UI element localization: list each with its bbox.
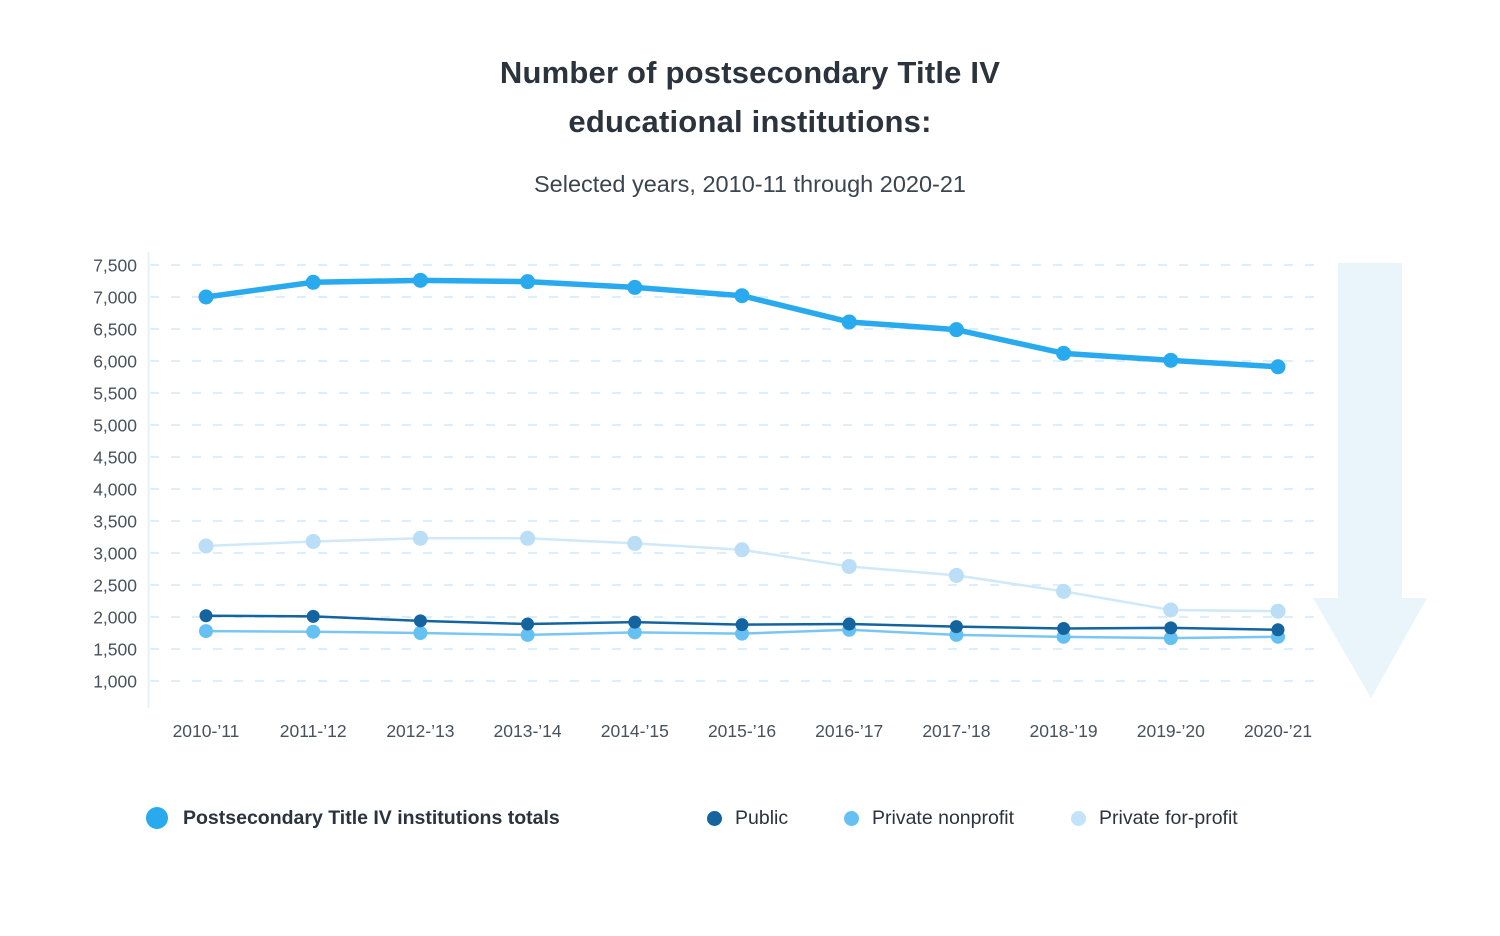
x-tick-label: 2019-’20: [1137, 721, 1205, 741]
data-point-s3-6: [841, 558, 857, 574]
y-tick-label: 2,000: [93, 608, 137, 628]
data-point-s3-4: [627, 535, 643, 551]
data-point-s0-5: [734, 288, 750, 304]
chart-subtitle: Selected years, 2010-11 through 2020-21: [533, 171, 966, 197]
data-point-s1-2: [413, 614, 427, 628]
data-point-s2-3: [520, 627, 535, 642]
x-tick-label: 2010-’11: [173, 721, 240, 741]
data-point-s3-7: [948, 567, 964, 583]
legend-item-private-nonprofit: Private nonprofit: [844, 806, 1014, 830]
y-tick-label: 1,500: [93, 640, 137, 660]
down-arrow-icon: [1313, 263, 1427, 698]
y-tick-label: 3,500: [93, 512, 137, 532]
x-tick-label: 2018-’19: [1030, 721, 1098, 741]
data-point-s1-6: [842, 617, 856, 631]
y-tick-label: 5,000: [93, 416, 137, 436]
data-point-s1-10: [1271, 623, 1285, 637]
data-point-s2-9: [1163, 631, 1178, 646]
data-point-s1-3: [521, 617, 535, 631]
legend-marker-public-icon: [707, 810, 722, 826]
data-point-s1-1: [306, 609, 320, 623]
data-point-s0-6: [841, 314, 857, 330]
data-point-s0-10: [1270, 359, 1286, 375]
legend-item-public: Public: [707, 806, 788, 830]
x-tick-label: 2016-’17: [815, 721, 883, 741]
data-point-s2-0: [199, 624, 213, 639]
data-point-s1-8: [1057, 622, 1071, 636]
x-tick-label: 2013-’14: [494, 721, 562, 741]
legend-label-private-for-profit: Private for-profit: [1099, 806, 1238, 829]
y-tick-label: 2,500: [93, 576, 137, 596]
x-tick-label: 2015-’16: [708, 721, 776, 741]
chart-title: Number of postsecondary Title IV educati…: [0, 48, 1500, 146]
legend-marker-private-nonprofit-icon: [844, 810, 859, 826]
data-point-s3-0: [198, 538, 214, 554]
data-point-s1-5: [735, 618, 749, 632]
x-tick-label: 2012-’13: [386, 721, 454, 741]
y-tick-label: 4,500: [93, 448, 137, 468]
x-tick-label: 2017-’18: [922, 721, 990, 741]
data-point-s1-4: [628, 615, 642, 629]
chart-title-line2: educational institutions:: [568, 104, 932, 139]
legend-label-public: Public: [735, 806, 789, 829]
legend-label-totals: Postsecondary Title IV institutions tota…: [183, 806, 560, 829]
legend-item-totals: Postsecondary Title IV institutions tota…: [146, 806, 560, 830]
chart-header: Number of postsecondary Title IV educati…: [0, 48, 1500, 202]
data-point-s0-2: [412, 272, 428, 288]
data-point-s3-8: [1056, 583, 1072, 599]
x-tick-label: 2014-’15: [601, 721, 669, 741]
data-point-s3-2: [412, 530, 428, 546]
x-tick-label: 2020-’21: [1244, 721, 1312, 741]
data-point-s2-4: [627, 625, 642, 640]
legend-marker-private-for-profit-icon: [1071, 810, 1086, 826]
legend-label-private-nonprofit: Private nonprofit: [872, 806, 1014, 829]
data-point-s0-1: [305, 274, 321, 290]
data-point-s3-10: [1270, 603, 1286, 619]
y-tick-label: 5,500: [93, 384, 137, 404]
data-point-s2-2: [413, 626, 428, 640]
data-point-s1-7: [949, 620, 963, 634]
data-point-s0-3: [520, 274, 536, 290]
data-point-s2-1: [306, 624, 321, 639]
y-tick-label: 6,500: [93, 320, 137, 340]
legend-marker-totals-icon: [146, 807, 168, 829]
data-point-s1-0: [199, 609, 213, 623]
y-tick-label: 7,000: [93, 288, 137, 308]
data-point-s0-4: [627, 279, 643, 295]
data-point-s3-1: [305, 533, 321, 549]
legend-item-private-for-profit: Private for-profit: [1071, 806, 1238, 830]
data-point-s3-3: [520, 530, 536, 546]
y-tick-label: 1,000: [93, 672, 137, 692]
data-point-s3-9: [1163, 602, 1179, 618]
y-tick-label: 6,000: [93, 352, 137, 372]
x-tick-label: 2011-’12: [280, 721, 347, 741]
data-point-s3-5: [734, 542, 750, 558]
y-tick-label: 4,000: [93, 480, 137, 500]
data-point-s1-9: [1164, 621, 1178, 635]
y-tick-label: 3,000: [93, 544, 137, 564]
data-point-s0-7: [948, 322, 964, 338]
data-point-s0-0: [198, 289, 214, 305]
y-tick-label: 7,500: [93, 256, 137, 276]
data-point-s0-9: [1163, 352, 1179, 368]
data-point-s0-8: [1056, 345, 1072, 361]
chart-title-line1: Number of postsecondary Title IV: [499, 55, 1001, 90]
